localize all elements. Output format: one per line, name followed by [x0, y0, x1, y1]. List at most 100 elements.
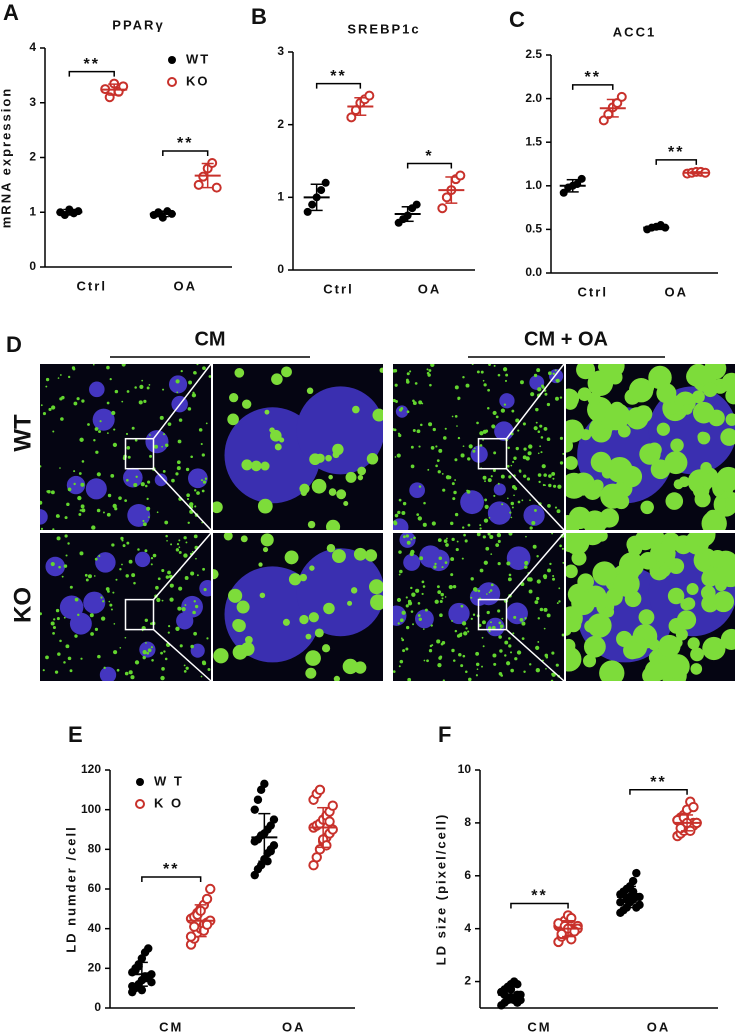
lipid-droplet [412, 623, 415, 626]
lipid-droplet [307, 520, 316, 529]
data-point [211, 182, 222, 193]
lipid-droplet [60, 417, 64, 421]
nucleus [123, 467, 143, 488]
lipid-droplet [405, 604, 409, 608]
lipid-droplet [638, 609, 655, 626]
nucleus [415, 609, 434, 629]
lipid-droplet [664, 451, 688, 475]
row-label: KO [9, 587, 36, 623]
lipid-droplet [468, 677, 472, 681]
lipid-droplet [533, 426, 538, 431]
lipid-droplet [40, 527, 44, 530]
lipid-droplet [712, 590, 735, 613]
lipid-droplet [690, 663, 703, 675]
lipid-droplet [416, 429, 421, 434]
lipid-droplet [241, 399, 252, 409]
micrograph-content [393, 533, 564, 681]
lipid-droplet [196, 491, 200, 495]
lipid-droplet [488, 364, 491, 366]
lipid-droplet [465, 627, 468, 630]
y-tick-label: 100 [81, 802, 101, 816]
lipid-droplet [509, 511, 512, 514]
data-point [266, 847, 275, 856]
lipid-droplet [213, 648, 229, 664]
lipid-droplet [311, 478, 327, 494]
lipid-droplet [393, 428, 395, 431]
lipid-droplet [516, 650, 522, 655]
lipid-droplet [537, 430, 541, 434]
lipid-droplet [462, 526, 465, 529]
lipid-droplet [229, 393, 239, 403]
lipid-droplet [415, 588, 420, 593]
lipid-droplet [450, 521, 454, 526]
error-bar [504, 986, 517, 1004]
data-point [364, 90, 375, 101]
lipid-droplet [213, 501, 223, 514]
y-tick-label: 0 [94, 1000, 101, 1014]
lipid-droplet [357, 466, 367, 476]
data-point [185, 931, 197, 942]
lipid-droplet [515, 446, 519, 451]
lipid-droplet [42, 412, 47, 416]
data-point [250, 805, 259, 814]
lipid-droplet [406, 625, 410, 630]
lipid-droplet [259, 592, 266, 599]
lipid-droplet [562, 561, 564, 564]
lipid-droplet [532, 544, 537, 549]
lipid-droplet [69, 669, 73, 673]
lipid-droplet [144, 549, 148, 553]
lipid-droplet [406, 372, 410, 376]
lipid-droplet [510, 668, 514, 673]
lipid-droplet [84, 573, 88, 577]
lipid-droplet [65, 644, 70, 649]
lipid-droplet [487, 406, 490, 410]
lipid-droplet [462, 445, 465, 448]
lipid-droplet [639, 551, 657, 570]
lipid-droplet [475, 651, 480, 656]
lipid-droplet [483, 560, 488, 565]
lipid-droplet [501, 503, 504, 506]
lipid-droplet [529, 663, 532, 666]
lipid-droplet [166, 539, 168, 542]
lipid-droplet [57, 652, 61, 656]
nucleus [395, 405, 409, 418]
lipid-droplet [441, 640, 446, 645]
lipid-droplet [479, 568, 484, 573]
lipid-droplet [426, 371, 430, 375]
lipid-droplet [87, 574, 92, 579]
lipid-droplet [452, 497, 456, 501]
lipid-droplet [462, 654, 466, 658]
legend-marker [168, 56, 176, 64]
y-tick-label: 3 [277, 44, 284, 58]
zoom-box [124, 437, 155, 470]
lipid-droplet [437, 662, 442, 668]
lipid-droplet [204, 477, 208, 480]
lipid-droplet [63, 564, 68, 568]
lipid-droplet [193, 370, 197, 375]
lipid-droplet [429, 644, 433, 648]
lipid-droplet [482, 429, 487, 434]
lipid-droplet [87, 423, 90, 426]
lipid-droplet [528, 444, 533, 449]
lipid-droplet [133, 581, 136, 585]
lipid-droplet [546, 437, 551, 442]
lipid-droplet [336, 489, 347, 500]
lipid-droplet [149, 454, 153, 458]
lipid-droplet [233, 619, 246, 633]
lipid-droplet [183, 553, 188, 558]
lipid-droplet [315, 453, 325, 463]
lipid-droplet [545, 655, 549, 659]
x-tick-label: OA [282, 1019, 306, 1034]
row-label: WT [9, 414, 36, 452]
lipid-droplet [402, 501, 407, 506]
lipid-droplet [576, 364, 596, 380]
lipid-droplet [200, 479, 204, 482]
lipid-droplet [353, 547, 367, 561]
lipid-droplet [504, 654, 507, 657]
lipid-droplet [241, 459, 253, 471]
significance-bracket [655, 159, 698, 165]
lipid-droplet [192, 610, 196, 615]
lipid-droplet [124, 671, 129, 676]
lipid-droplet [59, 374, 62, 376]
error-bar [135, 961, 148, 987]
